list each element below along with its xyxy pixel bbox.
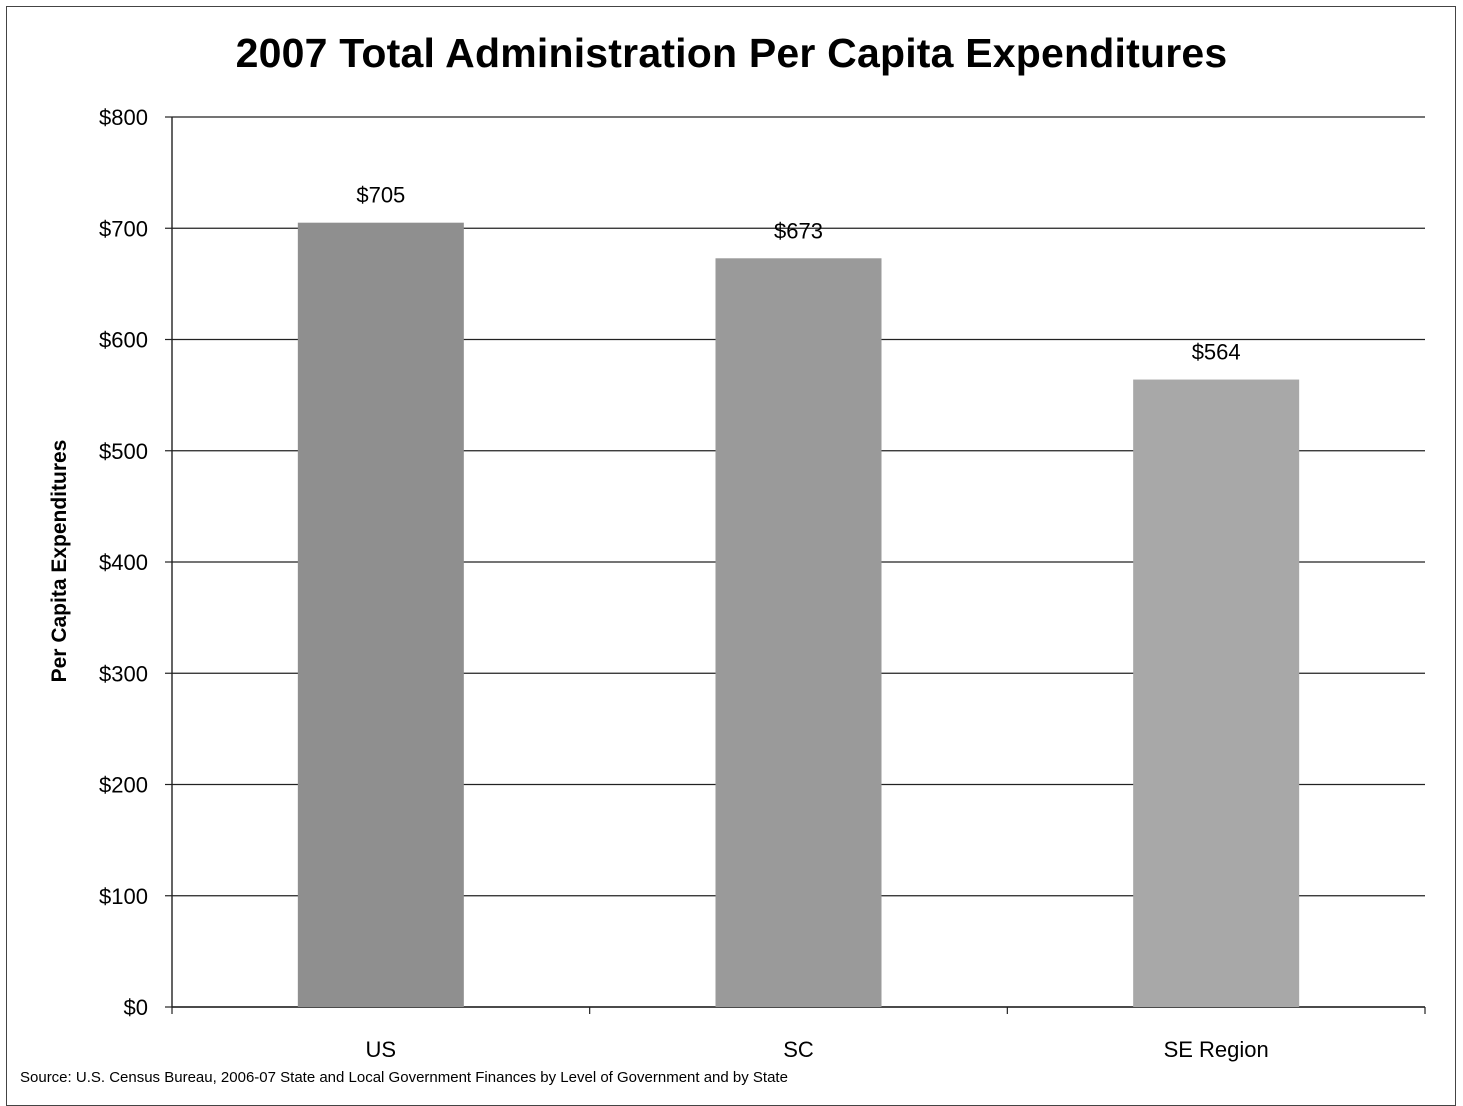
- y-tick-label: $700: [99, 216, 148, 241]
- category-label: US: [366, 1037, 397, 1062]
- y-axis-title: Per Capita Expenditures: [48, 440, 71, 683]
- chart-title: 2007 Total Administration Per Capita Exp…: [235, 30, 1228, 76]
- y-tick-label: $100: [99, 884, 148, 909]
- category-label: SC: [783, 1037, 814, 1062]
- data-label: $673: [774, 218, 823, 243]
- y-tick-label: $300: [99, 661, 148, 686]
- bar: [715, 258, 882, 1008]
- y-tick-label: $200: [99, 773, 148, 798]
- y-tick-label: $500: [99, 439, 148, 464]
- bar: [297, 222, 464, 1007]
- data-label: $564: [1192, 340, 1241, 365]
- data-label: $705: [356, 183, 405, 208]
- source-note: Source: U.S. Census Bureau, 2006-07 Stat…: [20, 1069, 788, 1086]
- category-label: SE Region: [1164, 1037, 1269, 1062]
- y-tick-label: $0: [124, 995, 148, 1020]
- bar: [1133, 379, 1300, 1007]
- bars: [297, 222, 1300, 1008]
- y-tick-label: $400: [99, 550, 148, 575]
- labels: $0 $100 $200 $300 $400 $500 $600 $700 $800 $705 US…: [99, 105, 1269, 1062]
- y-tick-label: $800: [99, 105, 148, 130]
- y-tick-label: $600: [99, 328, 148, 353]
